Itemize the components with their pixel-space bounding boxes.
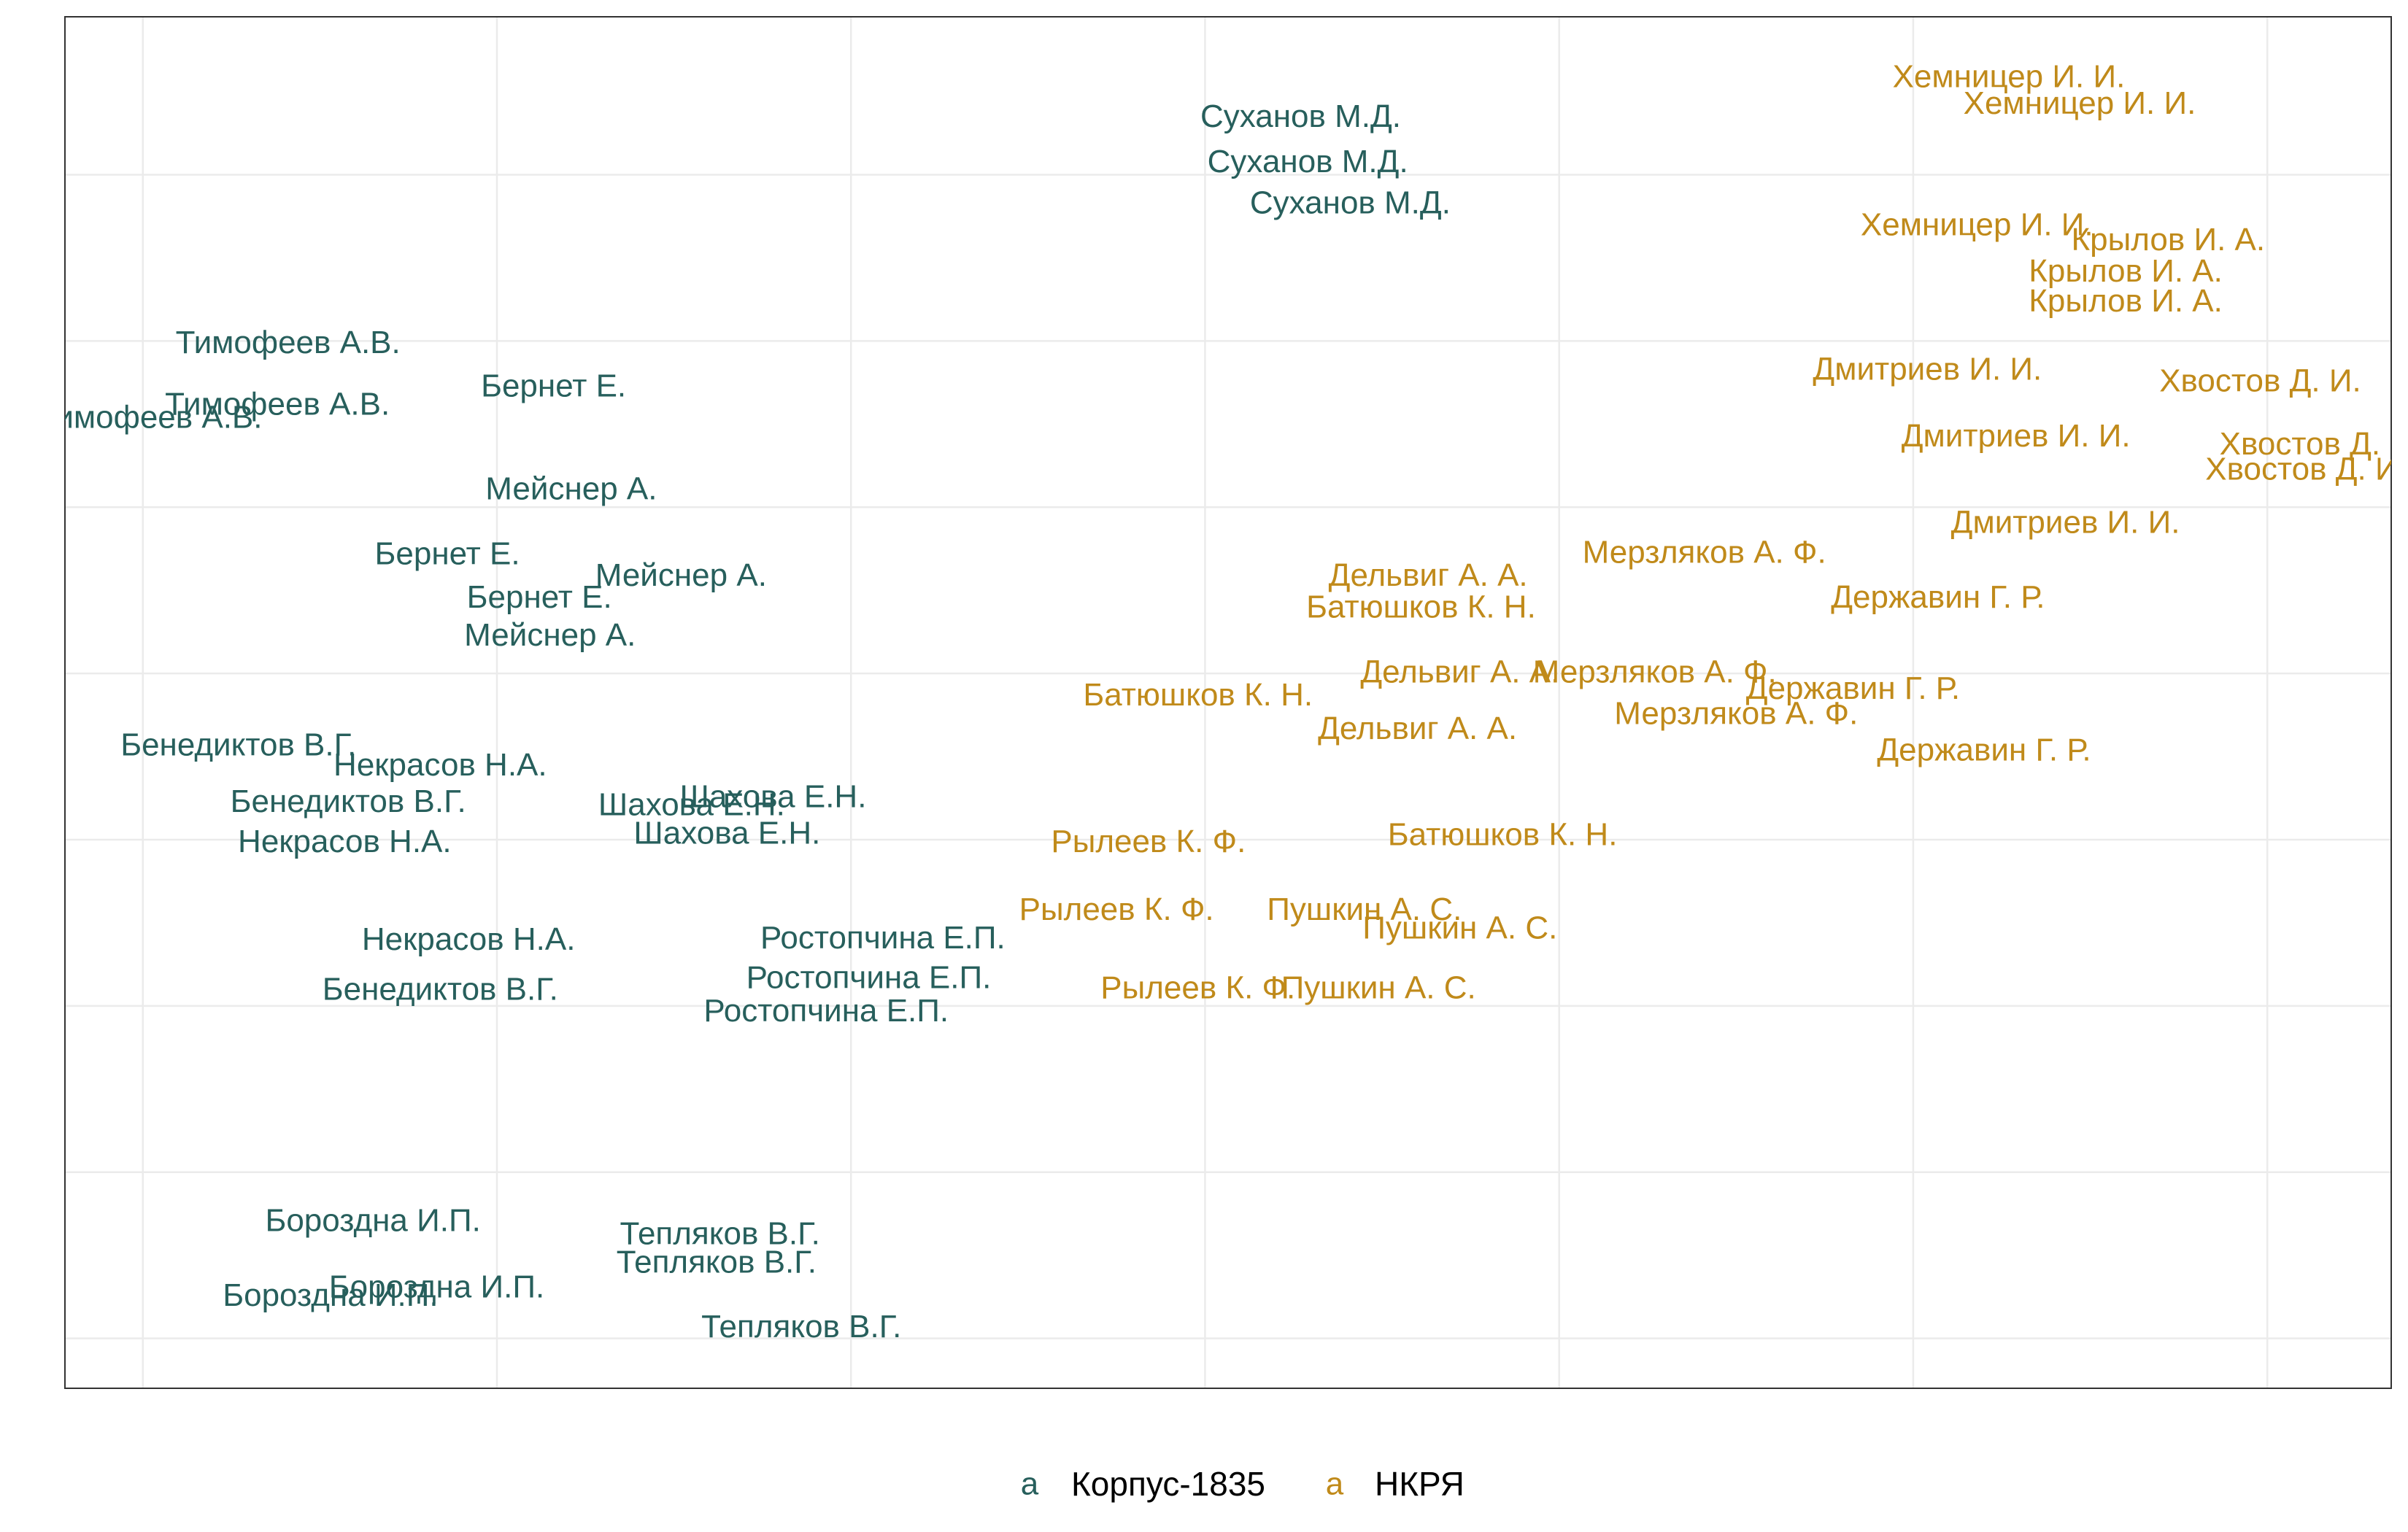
- point-label: Крылов И. А.: [2029, 283, 2223, 319]
- point-label: Тепляков В.Г.: [617, 1244, 817, 1280]
- point-label: Бороздна И.П.: [329, 1269, 544, 1304]
- point-label: Бернет Е.: [481, 368, 626, 403]
- point-label: Мейснер А.: [595, 557, 767, 593]
- point-label: Тепляков В.Г.: [701, 1309, 901, 1345]
- point-label: Крылов И. А.: [2029, 253, 2223, 289]
- point-label: Тимофеев А.В.: [165, 386, 390, 422]
- grid-lines: [65, 17, 2391, 1388]
- point-label: Бороздна И.П.: [265, 1202, 480, 1238]
- point-label: Тимофеев А.В.: [176, 325, 401, 360]
- point-label: Дельвиг А. А.: [1329, 557, 1528, 593]
- legend-key: a: [1326, 1466, 1344, 1502]
- point-label: Суханов М.Д.: [1208, 144, 1408, 179]
- point-label: Дмитриев И. И.: [1902, 418, 2131, 454]
- point-label: Дельвиг А. А.: [1360, 654, 1559, 689]
- legend-key: a: [1021, 1466, 1039, 1502]
- point-label: Бороздна И.П.: [223, 1277, 438, 1313]
- point-label: Хемницер И. И.: [1861, 206, 2094, 242]
- point-label: Некрасов Н.А.: [333, 747, 547, 783]
- point-label: Мейснер А.: [485, 471, 657, 507]
- legend-label: Корпус-1835: [1071, 1465, 1265, 1503]
- point-label: Шахова Е.Н.: [680, 778, 867, 814]
- point-label: Бенедиктов В.Г.: [120, 727, 356, 763]
- point-label: Ростопчина Е.П.: [703, 993, 949, 1029]
- point-label: Державин Г. Р.: [1831, 579, 2045, 615]
- legend-label: НКРЯ: [1375, 1465, 1465, 1503]
- point-label: Хемницер И. И.: [1964, 85, 2196, 121]
- point-label: Ростопчина Е.П.: [746, 960, 992, 996]
- point-label: Державин Г. Р.: [1746, 670, 1960, 706]
- point-labels: Суханов М.Д. Суханов М.Д. Суханов М.Д. Тимо…: [37, 59, 2408, 1345]
- point-label: Мерзляков А. Ф.: [1614, 695, 1858, 731]
- point-label: Пушкин А. С.: [1281, 970, 1476, 1005]
- point-label: Тимофеев А.В.: [37, 400, 262, 436]
- point-label: Бенедиктов В.Г.: [323, 972, 558, 1007]
- point-label: Батюшков К. Н.: [1388, 817, 1618, 853]
- point-label: Суханов М.Д.: [1200, 98, 1401, 134]
- point-label: Хвостов Д. И.: [2159, 363, 2361, 399]
- point-label: Бернет Е.: [375, 536, 520, 572]
- point-label: Рылеев К. Ф.: [1051, 824, 1246, 859]
- point-label: Суханов М.Д.: [1250, 185, 1451, 221]
- point-label: Дмитриев И. И.: [1813, 352, 2042, 387]
- point-label: Некрасов Н.А.: [238, 824, 452, 859]
- legend: a Корпус-1835 a НКРЯ: [1021, 1465, 1465, 1503]
- point-label: Некрасов Н.А.: [362, 921, 576, 957]
- point-label: Ростопчина Е.П.: [760, 920, 1006, 956]
- point-label: Шахова Е.Н.: [598, 787, 785, 823]
- point-label: Хвостов Д. И.: [2205, 451, 2407, 487]
- point-label: Хвостов Д. И.: [2220, 426, 2408, 462]
- point-label: Бернет Е.: [467, 579, 612, 615]
- point-label: Рылеев К. Ф.: [1100, 970, 1295, 1005]
- point-label: Рылеев К. Ф.: [1019, 891, 1214, 927]
- point-label: Тепляков В.Г.: [620, 1216, 820, 1252]
- point-label: Мейснер А.: [464, 617, 636, 653]
- point-label: Пушкин А. С.: [1267, 891, 1462, 927]
- point-label: Крылов И. А.: [2071, 222, 2265, 258]
- point-label: Батюшков К. Н.: [1306, 589, 1536, 624]
- point-label: Мерзляков А. Ф.: [1583, 534, 1826, 570]
- point-label: Хемницер И. И.: [1893, 59, 2126, 95]
- point-label: Дельвиг А. А.: [1318, 711, 1517, 746]
- point-label: Державин Г. Р.: [1877, 732, 2091, 767]
- point-label: Батюшков К. Н.: [1083, 677, 1313, 713]
- point-label: Бенедиктов В.Г.: [231, 784, 466, 819]
- point-label: Дмитриев И. И.: [1951, 504, 2180, 540]
- point-label: Пушкин А. С.: [1362, 910, 1557, 945]
- plot-panel-border: [64, 16, 2392, 1389]
- point-label: Мерзляков А. Ф.: [1533, 654, 1777, 689]
- point-label: Шахова Е.Н.: [633, 815, 820, 851]
